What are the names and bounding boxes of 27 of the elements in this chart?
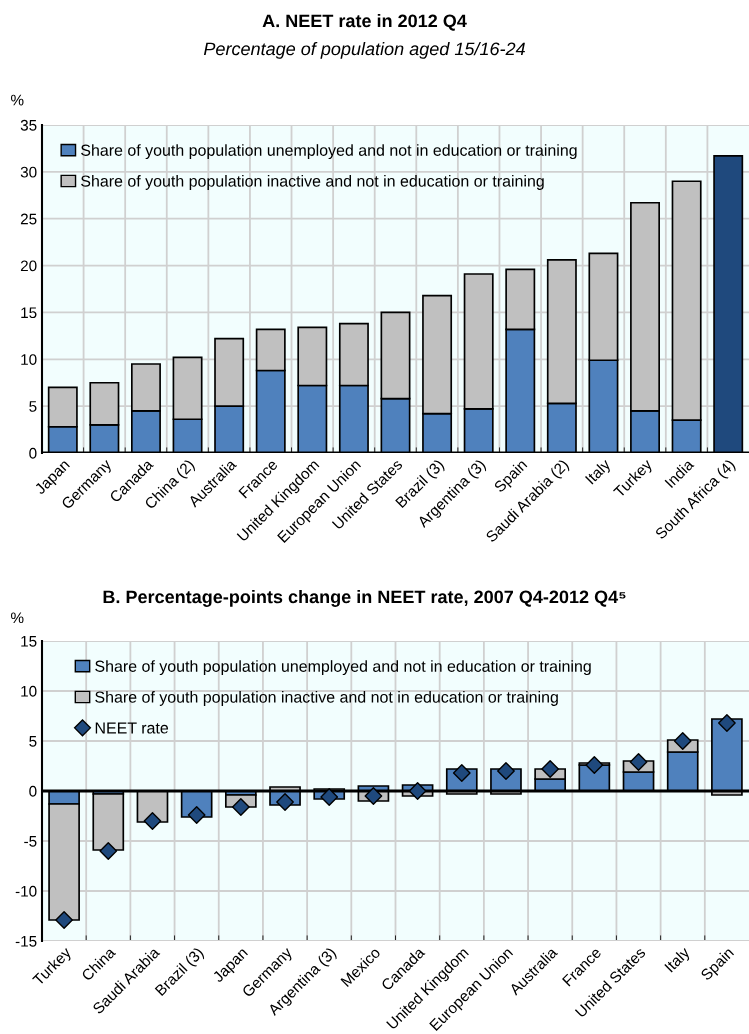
legend-label: Share of youth population inactive and not in education or training [81, 175, 544, 190]
legend-label: Share of youth population inactive and not in education or training [95, 691, 558, 706]
y-tick-label: 10 [21, 685, 37, 697]
chart-title: A. NEET rate in 2012 Q4 [262, 14, 467, 31]
y-tick-label: 0 [29, 785, 37, 797]
x-tick-label: Italy [584, 457, 614, 487]
y-tick-label: 20 [20, 260, 37, 272]
y-axis-title: % [11, 612, 24, 624]
y-tick-label: 5 [29, 401, 37, 412]
y-tick-label: -15 [15, 936, 37, 947]
y-tick-label: -5 [24, 836, 37, 847]
legend-label: Share of youth population unemployed and not in education or training [81, 144, 577, 160]
legend-label: Share of youth population unemployed and not in education or training [95, 660, 591, 676]
y-tick-label: 15 [21, 636, 37, 647]
y-tick-label: 30 [20, 166, 37, 178]
y-axis-title: % [11, 94, 24, 106]
y-tick-label: 0 [29, 447, 37, 459]
y-tick-label: 35 [20, 119, 37, 131]
chart-subtitle: Percentage of population aged 15/16-24 [203, 42, 525, 59]
y-tick-label: 15 [21, 307, 37, 319]
chart-title: B. Percentage-points change in NEET rate, 2007 Q4-2012 Q4⁵ [103, 590, 626, 607]
y-tick-label: -10 [15, 885, 37, 897]
y-tick-label: 5 [29, 736, 37, 747]
y-tick-label: 25 [20, 213, 37, 225]
y-tick-label: 10 [21, 354, 37, 365]
x-tick-label: Italy [663, 945, 693, 975]
legend-label: NEET rate [95, 722, 169, 734]
